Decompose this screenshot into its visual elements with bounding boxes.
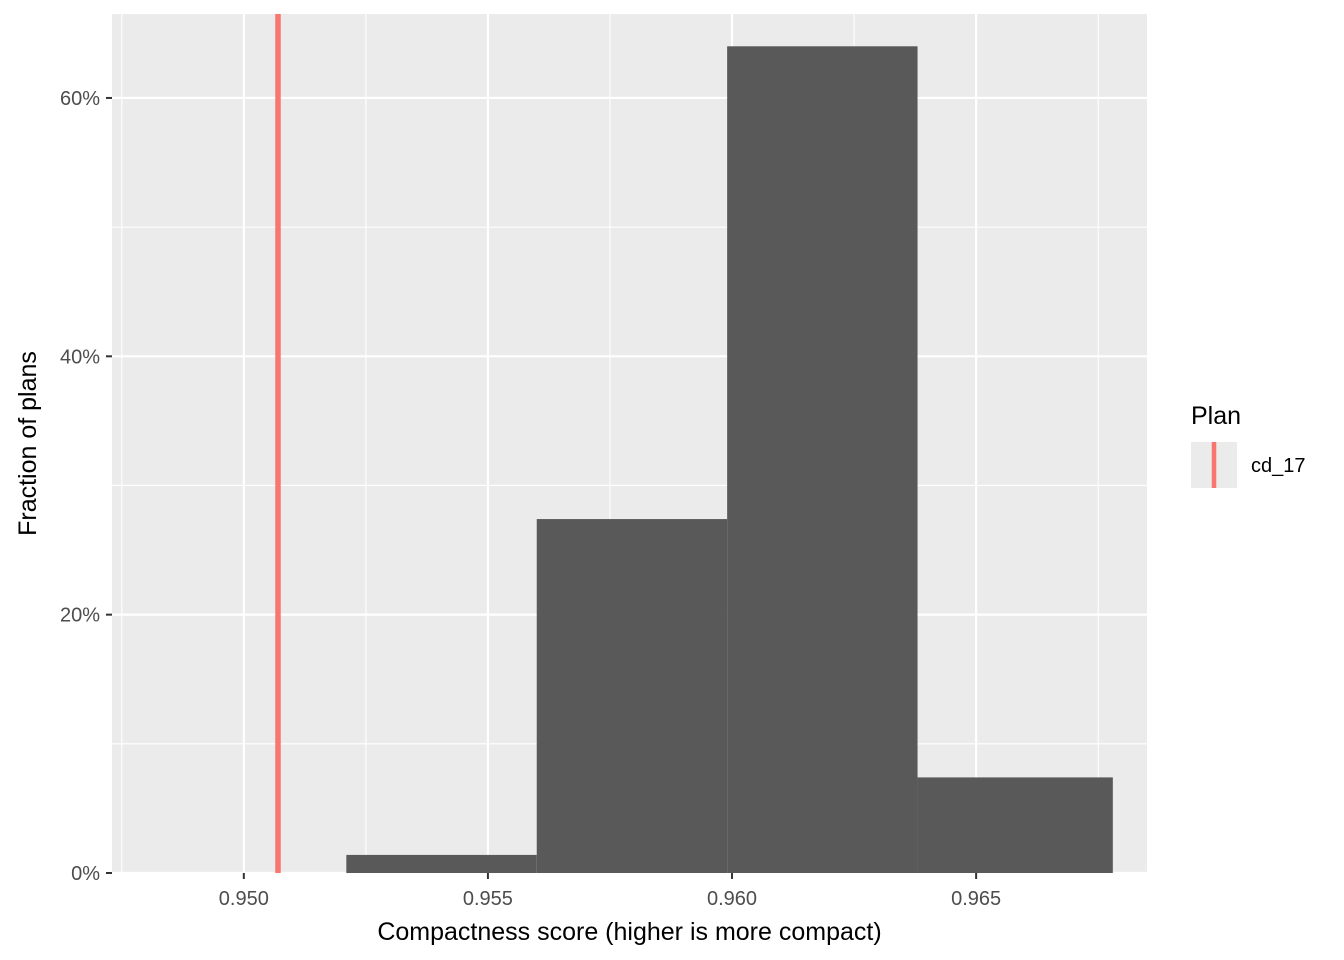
histogram-bars [346, 46, 1113, 874]
y-tick-label: 20% [60, 605, 100, 627]
x-axis: 0.950 0.955 0.960 0.965 [219, 873, 1001, 910]
y-axis-title: Fraction of plans [14, 351, 42, 536]
x-tick-label: 0.950 [219, 888, 269, 910]
y-axis: 0% 20% 40% 60% [60, 88, 112, 885]
histogram-bar-1 [346, 854, 537, 873]
histogram-bar-2 [536, 519, 728, 873]
x-tick-label: 0.960 [707, 888, 757, 910]
y-tick-label: 40% [60, 346, 100, 368]
legend: Plan cd_17 [1191, 402, 1306, 488]
y-tick-label: 0% [71, 863, 100, 885]
y-tick-label: 60% [60, 88, 100, 110]
x-tick-label: 0.955 [463, 888, 513, 910]
legend-title: Plan [1191, 402, 1241, 430]
legend-label-cd-17: cd_17 [1251, 455, 1306, 477]
x-axis-title: Compactness score (higher is more compac… [377, 918, 881, 946]
histogram-bar-4 [917, 777, 1113, 873]
histogram-bar-3 [727, 46, 918, 874]
x-tick-label: 0.965 [951, 888, 1001, 910]
